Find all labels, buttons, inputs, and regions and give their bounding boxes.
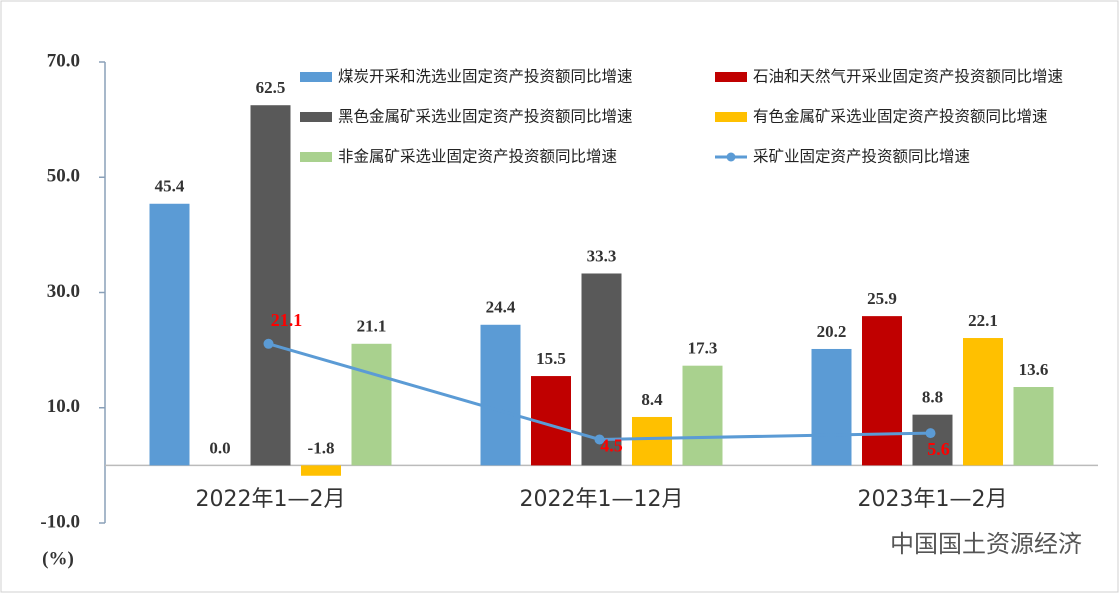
legend-label: 石油和天然气开采业固定资产投资额同比增速	[753, 68, 1063, 86]
y-tick-label: -10.0	[40, 511, 80, 532]
data-label: -1.8	[308, 438, 335, 457]
bar	[682, 365, 723, 466]
bar	[250, 105, 291, 466]
line-label: 4.5	[600, 436, 623, 456]
legend-label: 采矿业固定资产投资额同比增速	[753, 148, 970, 166]
legend-marker	[300, 152, 332, 162]
data-label: 21.1	[357, 317, 387, 336]
data-label: 20.2	[817, 322, 847, 341]
bar	[963, 338, 1003, 466]
bar	[581, 273, 622, 466]
data-label: 8.8	[922, 388, 943, 407]
bar	[811, 348, 852, 466]
legend-label: 黑色金属矿采选业固定资产投资额同比增速	[338, 108, 633, 126]
data-label: 33.3	[587, 246, 617, 265]
line-label: 21.1	[271, 310, 303, 330]
line-point	[594, 434, 605, 445]
bar	[301, 465, 341, 476]
line-point	[263, 338, 274, 349]
data-label: 24.4	[486, 298, 516, 317]
bar	[480, 324, 521, 466]
x-tick-label: 2022年1—12月	[520, 487, 684, 512]
data-label: 45.4	[155, 177, 185, 196]
legend-label: 煤炭开采和洗选业固定资产投资额同比增速	[338, 68, 633, 86]
data-label: 13.6	[1019, 360, 1049, 379]
bar	[351, 343, 392, 466]
legend-marker	[715, 112, 747, 122]
bar	[632, 416, 672, 466]
data-label: 22.1	[968, 311, 998, 330]
data-label: 15.5	[536, 349, 566, 368]
y-tick-label: 30.0	[47, 281, 80, 302]
data-label: 25.9	[867, 289, 897, 308]
bar	[912, 414, 953, 466]
line-label: 5.6	[927, 439, 950, 459]
legend-marker	[300, 72, 332, 82]
legend-label: 非金属矿采选业固定资产投资额同比增速	[338, 148, 617, 166]
data-label: 17.3	[688, 339, 718, 358]
x-tick-label: 2022年1—2月	[196, 487, 346, 512]
watermark: 中国国土资源经济	[890, 530, 1082, 558]
y-tick-label: 50.0	[47, 166, 80, 187]
bar	[1013, 387, 1054, 466]
line-point	[925, 428, 936, 439]
y-tick-label: 10.0	[47, 396, 80, 417]
data-label: 8.4	[641, 390, 663, 409]
legend-marker	[300, 112, 332, 122]
y-unit: (%)	[42, 548, 74, 569]
y-tick-label: 70.0	[47, 50, 80, 71]
bar	[149, 203, 190, 466]
legend-label: 有色金属矿采选业固定资产投资额同比增速	[753, 108, 1048, 126]
x-tick-label: 2023年1—2月	[858, 487, 1008, 512]
data-label: 0.0	[209, 438, 230, 457]
bar	[862, 316, 902, 466]
legend-marker	[726, 152, 736, 162]
legend-marker	[715, 72, 747, 82]
data-label: 62.5	[256, 78, 286, 97]
